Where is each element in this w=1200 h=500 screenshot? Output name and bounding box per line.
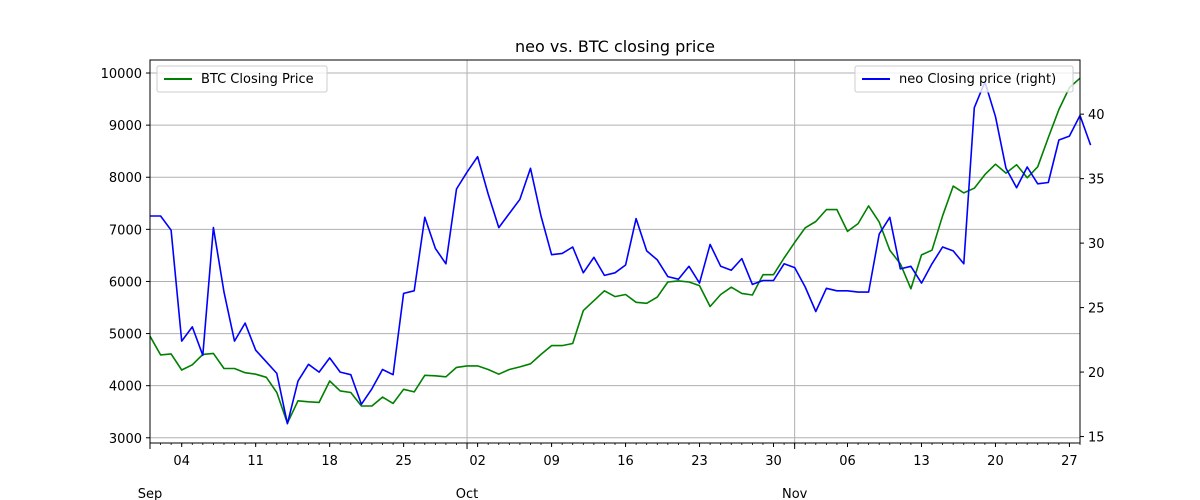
x-tick-label: 25 [395, 454, 412, 469]
grid [150, 60, 1080, 443]
x-tick-label: 18 [321, 454, 338, 469]
x-tick-label: 30 [765, 454, 782, 469]
axes: 3000 4000 5000 6000 7000 8000 9000 10000 15 20 25 3… [101, 67, 1105, 500]
y-right-tick-label: 15 [1088, 431, 1105, 446]
x-tick-label: 20 [987, 454, 1004, 469]
chart-title: neo vs. BTC closing price [515, 37, 715, 56]
x-tick-label: 04 [173, 454, 190, 469]
y-left-tick-label: 6000 [109, 275, 142, 290]
btc-price-line [149, 77, 1081, 425]
y-right-tick-label: 25 [1088, 302, 1105, 317]
x-tick-label: 27 [1061, 454, 1078, 469]
y-right-tick-label: 30 [1088, 237, 1105, 252]
y-left-tick-label: 5000 [109, 328, 142, 343]
series-lines [149, 77, 1092, 425]
x-tick-label: 16 [617, 454, 634, 469]
y-left-tick-label: 8000 [109, 171, 142, 186]
y-right-tick-label: 20 [1088, 366, 1105, 381]
y-left-tick-label: 3000 [109, 432, 142, 447]
legend-neo-label: neo Closing price (right) [899, 72, 1056, 87]
legend-neo-box [854, 65, 1074, 93]
x-month-label: Oct [456, 487, 478, 500]
y-left-tick-label: 10000 [101, 67, 142, 82]
y-right-tick-label: 35 [1088, 173, 1105, 188]
neo-price-line [150, 81, 1092, 425]
legend-neo: neo Closing price (right) [854, 65, 1074, 93]
y-right-tick-label: 40 [1088, 108, 1105, 123]
y-left-tick-label: 7000 [109, 223, 142, 238]
legend-btc: BTC Closing Price [156, 65, 328, 93]
x-tick-label: 09 [543, 454, 560, 469]
x-month-label: Nov [782, 487, 808, 500]
y-left-tick-label: 9000 [109, 119, 142, 134]
y-left-tick-label: 4000 [109, 380, 142, 395]
x-tick-label: 23 [691, 454, 708, 469]
legend-btc-box [156, 65, 328, 93]
x-month-label: Sep [138, 487, 163, 500]
x-tick-label: 13 [913, 454, 930, 469]
x-tick-label: 02 [469, 454, 486, 469]
legend-btc-label: BTC Closing Price [201, 72, 314, 87]
x-tick-label: 06 [839, 454, 856, 469]
x-tick-label: 11 [247, 454, 264, 469]
